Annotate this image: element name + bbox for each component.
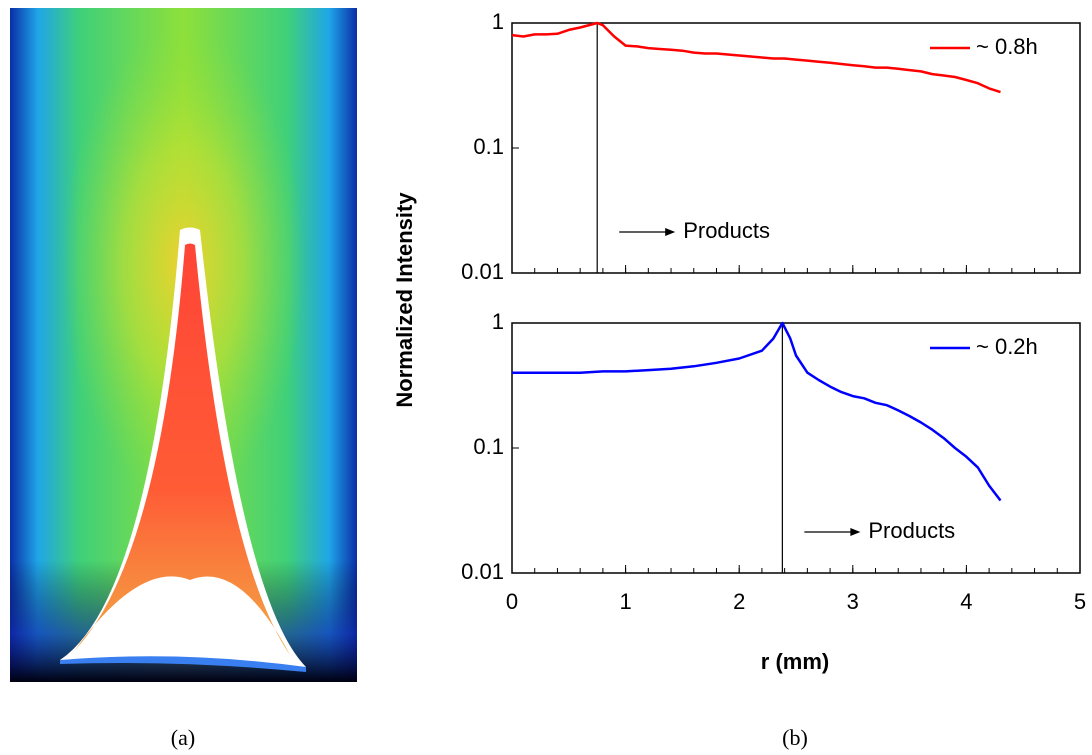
annotation-arrowhead	[665, 228, 676, 236]
flame-core	[75, 243, 290, 655]
annotation: Products	[868, 518, 955, 543]
annotation-arrowhead	[850, 528, 861, 536]
y-tick-label: 0.1	[473, 434, 504, 459]
y-axis-label: Normalized Intensity	[392, 192, 417, 408]
x-tick-label: 4	[960, 589, 972, 614]
y-tick-label: 1	[492, 9, 504, 34]
data-line	[512, 321, 1002, 502]
y-tick-label: 0.1	[473, 134, 504, 159]
flame-image	[10, 8, 357, 682]
panel-label: (a)	[171, 725, 195, 750]
y-tick-label: 0.01	[461, 259, 504, 284]
annotation: Products	[683, 218, 770, 243]
panel-label: (b)	[782, 725, 808, 750]
x-tick-label: 3	[847, 589, 859, 614]
x-axis-label: r (mm)	[761, 649, 829, 674]
x-tick-label: 5	[1074, 589, 1086, 614]
x-tick-label: 0	[506, 589, 518, 614]
data-line	[511, 21, 1001, 94]
legend-label: ~ 0.8h	[976, 34, 1038, 59]
plot-frame	[511, 322, 1081, 574]
y-tick-label: 0.01	[461, 559, 504, 584]
burner-rim	[60, 656, 306, 672]
y-tick-label: 1	[492, 309, 504, 334]
x-tick-label: 2	[733, 589, 745, 614]
legend-label: ~ 0.2h	[976, 334, 1038, 359]
x-tick-label: 1	[619, 589, 631, 614]
